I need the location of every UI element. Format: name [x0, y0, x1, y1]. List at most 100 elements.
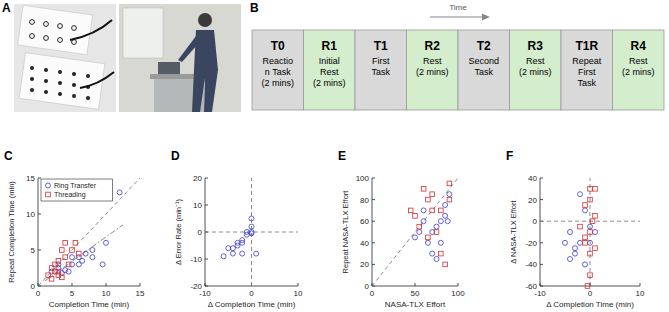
point	[56, 262, 61, 267]
box-code: R3	[528, 39, 544, 53]
stylus-1	[70, 20, 112, 40]
point	[588, 224, 593, 229]
point	[100, 262, 105, 267]
y-tick	[372, 221, 375, 222]
box	[458, 30, 510, 110]
peg	[30, 20, 35, 25]
hole	[58, 92, 62, 96]
x-tick	[72, 283, 73, 286]
y-axis	[372, 178, 373, 286]
head	[198, 13, 212, 27]
timeline-box: T1FirstTask	[355, 30, 407, 110]
box-text: Task	[474, 67, 493, 77]
panel-label: C	[4, 149, 13, 163]
point	[443, 262, 448, 267]
y-tick-label: 15	[26, 174, 35, 183]
panel-label: E	[338, 149, 346, 163]
y-tick-label: 0	[198, 228, 203, 237]
point	[583, 208, 588, 213]
point	[240, 238, 245, 243]
reference-line	[590, 178, 591, 286]
hole	[30, 88, 34, 92]
point	[583, 241, 588, 246]
point	[230, 251, 235, 256]
panel-label: B	[250, 1, 259, 15]
chart-2: 050100020406080100NASA-TLX EffortRepeat …	[338, 149, 465, 309]
point	[593, 246, 598, 251]
stylus-2	[80, 72, 114, 88]
point	[430, 208, 435, 213]
plot-area	[205, 178, 298, 286]
box-code: T2	[477, 39, 491, 53]
box-text: Repeat	[572, 56, 602, 66]
y-tick-label: -10	[190, 255, 202, 264]
hole	[30, 77, 34, 81]
point	[63, 241, 68, 246]
box	[355, 30, 407, 110]
point	[421, 187, 426, 192]
box-text: (2 mins)	[416, 67, 449, 77]
box-text: First	[372, 56, 390, 66]
x-tick	[415, 283, 416, 286]
box-text: (2 mins)	[313, 78, 346, 88]
point	[66, 262, 71, 267]
timeline-box: R3Rest(2 mins)	[510, 30, 562, 110]
box-text: Initial	[319, 56, 340, 66]
hole	[72, 83, 76, 87]
y-axis	[38, 178, 39, 286]
x-tick-label: 10	[636, 289, 645, 298]
x-tick-label: 100	[451, 289, 465, 298]
x-tick-label: 0	[370, 289, 375, 298]
timeline-box: T1RRepeatFirstTask	[561, 30, 613, 110]
peg	[30, 34, 35, 39]
hole	[44, 90, 48, 94]
point	[413, 214, 418, 219]
box-text: Rest	[423, 56, 442, 66]
box-text: n Task	[265, 67, 291, 77]
board-2	[19, 53, 105, 110]
point	[76, 262, 81, 267]
hole	[58, 81, 62, 85]
box-text: (2 mins)	[519, 67, 552, 77]
point	[447, 181, 452, 186]
point	[70, 255, 75, 260]
box-code: T1	[374, 39, 388, 53]
y-label: Repeat Completion Time (min)	[7, 181, 16, 283]
point	[593, 230, 598, 235]
point	[117, 190, 122, 195]
point	[417, 224, 422, 229]
point	[49, 266, 54, 271]
panel-label: F	[506, 149, 513, 163]
legend-box	[41, 179, 112, 201]
point	[240, 251, 245, 256]
reference-line	[38, 178, 140, 286]
y-tick	[38, 178, 41, 179]
time-arrow	[430, 16, 484, 17]
y-tick-label: 20	[360, 260, 369, 269]
point	[49, 277, 54, 282]
y-tick-label: 10	[26, 210, 35, 219]
reference-line	[205, 232, 298, 233]
y-tick-label: 0	[31, 282, 36, 291]
point	[583, 203, 588, 208]
point	[77, 251, 82, 256]
arrow-label: Time	[449, 3, 467, 12]
point	[413, 235, 418, 240]
point	[63, 255, 68, 260]
peg	[58, 24, 63, 29]
y-tick	[540, 242, 543, 243]
x-tick	[540, 283, 541, 286]
y-tick-label: -40	[525, 260, 537, 269]
point	[421, 208, 426, 213]
y-tick-label: 80	[360, 196, 369, 205]
point	[593, 214, 598, 219]
y-tick	[205, 205, 208, 206]
timeline-box: R1InitialRest(2 mins)	[304, 30, 356, 110]
y-tick-label: 60	[360, 217, 369, 226]
y-tick-label: -20	[190, 282, 202, 291]
y-tick-label: 40	[528, 174, 537, 183]
timeline-box: R4Rest(2 mins)	[613, 30, 665, 110]
arrow-head	[482, 14, 490, 21]
timeline-box: T2SecondTask	[458, 30, 510, 110]
point	[70, 248, 75, 253]
